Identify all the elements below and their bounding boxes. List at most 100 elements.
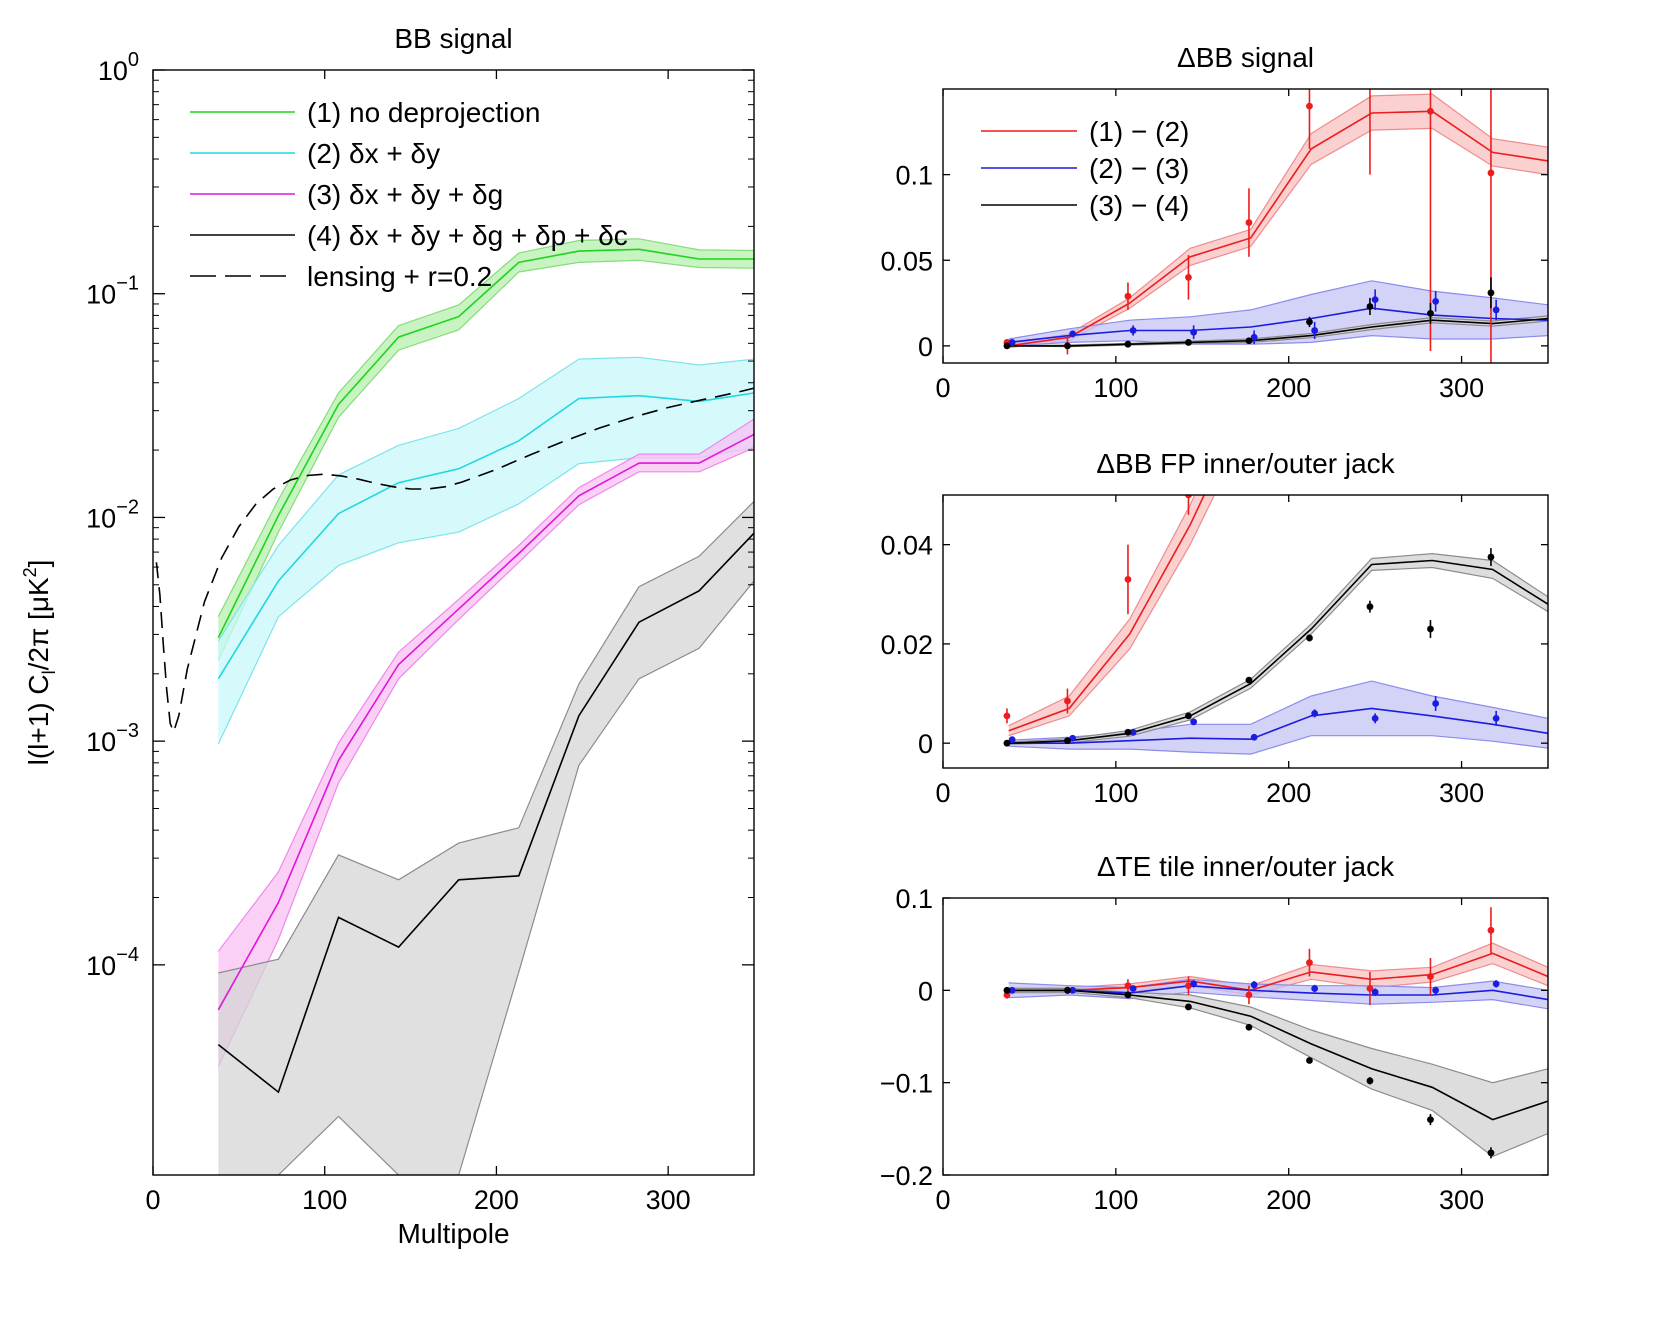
band-upper-edge-1-2: [1008, 93, 1548, 345]
y-tick-exponent: 0: [128, 49, 139, 71]
data-point: [1427, 625, 1434, 633]
data-point: [1250, 333, 1258, 341]
x-tick-label: 300: [1439, 373, 1484, 403]
legend-label: (1) − (2): [1089, 116, 1189, 147]
data-point: [1306, 102, 1313, 110]
y-tick-exponent: −4: [116, 944, 139, 966]
series-line-2-x-y: [217, 392, 754, 680]
band-lower-edge-3-4: [1008, 991, 1548, 1158]
plot-area: [1003, 495, 1548, 755]
band-lower-edge-2-3: [1008, 991, 1548, 1010]
series-line-3-4: [1008, 317, 1548, 347]
band-4-x-y-g-p-c: [218, 501, 754, 1175]
band-3-4: [1008, 315, 1548, 347]
data-point: [1311, 327, 1319, 334]
legend-label: (2) δx + δy: [307, 138, 440, 169]
band-2-3: [1008, 681, 1548, 755]
x-tick-label: 200: [1266, 373, 1311, 403]
x-tick-label: 200: [1266, 1185, 1311, 1215]
y-tick-label: 0.1: [895, 161, 933, 191]
y-tick-label: 100: [98, 49, 139, 86]
data-point: [1190, 328, 1198, 336]
chart-title: ΔTE tile inner/outer jack: [1097, 851, 1395, 882]
x-tick-label: 100: [1093, 1185, 1138, 1215]
data-point: [1366, 603, 1374, 611]
x-tick-label: 0: [145, 1185, 160, 1215]
legend-label: (3) δx + δy + δg: [307, 179, 503, 210]
series-line-1-no-deprojection: [217, 248, 754, 639]
data-point: [1129, 985, 1137, 992]
data-point: [1427, 973, 1434, 980]
y-tick-label: 0.1: [895, 884, 933, 914]
data-point: [1124, 982, 1132, 990]
data-point: [1185, 1003, 1192, 1011]
data-point: [1487, 926, 1495, 934]
legend-label: lensing + r=0.2: [307, 261, 492, 292]
y-tick-base: 10: [86, 951, 116, 981]
series-line-2-3: [1008, 307, 1548, 344]
series-line-2-3: [1008, 984, 1548, 1001]
data-point: [1064, 986, 1071, 994]
data-point: [1250, 981, 1258, 989]
y-axis-label: l(l+1) Cl/2π [μK2]: [20, 560, 59, 766]
chart-title: BB signal: [394, 23, 512, 54]
band-upper-edge-3-x-y-g: [217, 418, 754, 952]
y-axis-label-part: ]: [23, 560, 54, 568]
band-lower-edge-3-4: [1008, 566, 1548, 745]
y-tick-exponent: −2: [116, 496, 139, 518]
band-upper-edge-3-4: [1008, 552, 1548, 743]
data-point: [1129, 327, 1137, 334]
data-point: [1003, 712, 1011, 720]
y-tick-base: 10: [86, 503, 116, 533]
data-point: [1487, 553, 1495, 561]
x-tick-label: 200: [1266, 778, 1311, 808]
series-line-3-4: [1008, 989, 1548, 1121]
band-upper-edge-1-no-deprojection: [217, 238, 754, 617]
band-2-3: [1008, 280, 1548, 346]
band-3-4: [1008, 988, 1548, 1157]
x-tick-label: 100: [1093, 373, 1138, 403]
data-point: [1185, 495, 1192, 499]
y-tick-exponent: −1: [116, 273, 139, 295]
y-tick-base: 10: [86, 280, 116, 310]
data-point: [1129, 728, 1137, 736]
y-tick-label: 10−3: [86, 720, 139, 757]
delta-bb-fp-jack-chart: 0 100 200 300 0.04 0.02 0 ΔBB FP inner/outer ja…: [880, 448, 1549, 808]
y-axis-label-part: /2π [μK: [23, 577, 54, 670]
legend-label: (3) − (4): [1089, 190, 1189, 221]
band-lower-edge-2-3: [1008, 735, 1548, 755]
series-line-2-3: [1008, 707, 1548, 744]
delta-te-tile-jack-chart: 0 100 200 300 0.1 0 −0.1 −0.2 ΔTE tile inner/out…: [880, 851, 1549, 1215]
data-point: [1492, 306, 1500, 314]
data-point: [1432, 297, 1440, 305]
data-point: [1003, 739, 1011, 747]
y-tick-label: 10−4: [86, 944, 139, 981]
chart-title: ΔBB signal: [1177, 42, 1314, 73]
data-point: [1245, 337, 1253, 345]
data-point: [1064, 737, 1071, 745]
series-line-1-2: [1008, 952, 1548, 992]
data-point: [1185, 982, 1192, 990]
data-point: [1306, 634, 1313, 642]
data-point: [1366, 303, 1374, 310]
x-tick-label: 0: [935, 373, 950, 403]
y-tick-label: 0.04: [880, 531, 933, 561]
data-point: [1008, 339, 1016, 346]
axes-frame: [942, 494, 1549, 769]
data-point: [1245, 1023, 1253, 1031]
axes-frame: [152, 69, 755, 1176]
x-tick-label: 200: [474, 1185, 519, 1215]
legend-label: (4) δx + δy + δg + δp + δc: [307, 220, 628, 251]
data-point: [1124, 575, 1132, 583]
band-upper-edge-2-3: [1008, 280, 1548, 340]
series-line-1-2: [1008, 110, 1548, 347]
x-tick-label: 0: [935, 1185, 950, 1215]
data-point: [1064, 697, 1071, 705]
data-point: [1306, 318, 1313, 326]
band-1-2: [1008, 943, 1548, 995]
band-lower-edge-1-2: [1008, 495, 1216, 737]
legend-label: (1) no deprojection: [307, 97, 540, 128]
plot-area: [1003, 89, 1548, 363]
